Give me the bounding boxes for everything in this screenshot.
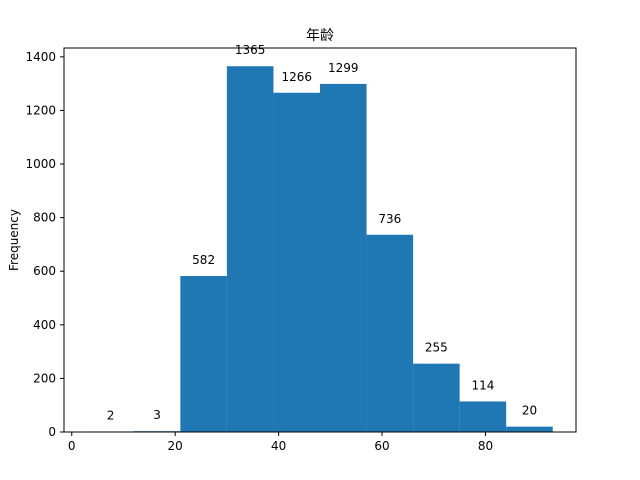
histogram-bar [413,363,460,432]
bar-value-label: 2 [107,408,115,422]
y-axis-label: Frequency [7,209,21,271]
bar-value-label: 114 [471,378,494,392]
bar-value-label: 1365 [235,43,266,57]
y-tick-label: 800 [33,211,56,225]
histogram-bar [366,234,414,432]
histogram-bar [459,401,507,432]
histogram-bar [180,276,227,432]
x-tick-label: 80 [478,439,493,453]
y-tick-label: 200 [33,371,56,385]
bar-value-label: 255 [425,341,448,355]
y-tick-label: 400 [33,318,56,332]
histogram-bar [320,83,367,432]
x-tick-label: 20 [168,439,183,453]
y-tick-label: 0 [48,425,56,439]
y-tick-label: 600 [33,264,56,278]
histogram-bar [273,92,320,433]
x-tick-label: 0 [68,439,76,453]
bar-value-label: 3 [153,408,161,422]
bar-value-label: 582 [192,253,215,267]
bar-value-label: 1299 [328,61,359,75]
y-tick-label: 1000 [25,157,56,171]
bar-value-label: 1266 [281,70,312,84]
x-tick-label: 60 [374,439,389,453]
histogram-bar [506,426,553,432]
bar-value-label: 736 [378,212,401,226]
data-labels-layer: 2 3 582 1365 1266 1299 736 255 114 20 [107,43,537,422]
bars-layer [87,66,553,433]
chart-title: 年龄 [306,28,334,44]
y-tick-label: 1200 [25,103,56,117]
x-tick-label: 40 [271,439,286,453]
bar-value-label: 20 [522,404,537,418]
plot-area-frame [63,47,577,433]
y-axis-ticks: 0 200 400 600 800 1000 1200 1400 [25,50,64,439]
y-tick-label: 1400 [25,50,56,64]
histogram-bar [226,66,274,432]
x-axis-ticks: 0 20 40 60 80 [68,432,493,453]
